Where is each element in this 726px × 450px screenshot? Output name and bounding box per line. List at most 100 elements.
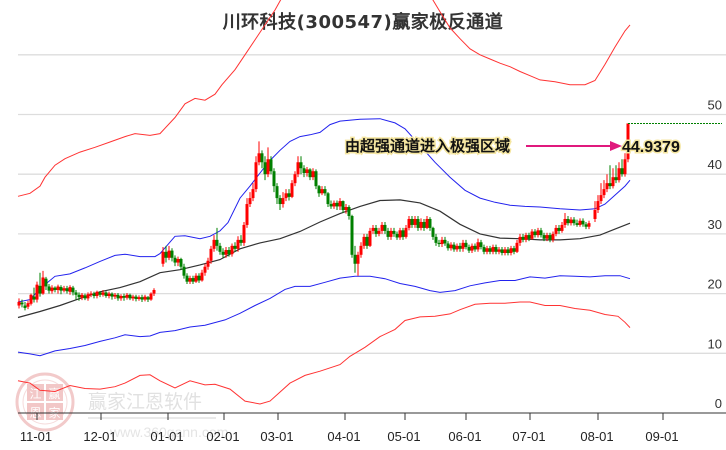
- candle: [365, 236, 369, 246]
- candle: [350, 215, 354, 255]
- candle: [50, 287, 54, 292]
- candle: [266, 159, 270, 175]
- x-tick-label: 11-01: [20, 429, 52, 444]
- candle: [23, 305, 27, 308]
- candle: [569, 219, 573, 224]
- candle: [32, 296, 36, 300]
- candle: [209, 248, 213, 261]
- chart-title: 川环科技(300547)赢家极反通道: [222, 12, 504, 33]
- candle: [587, 223, 591, 227]
- candle: [137, 297, 141, 299]
- candle: [458, 245, 462, 249]
- y-axis-labels: 0 10 20 30 40 50: [708, 98, 722, 412]
- band-inner_lower: [17, 275, 631, 357]
- candle: [239, 239, 243, 243]
- candle: [536, 230, 540, 236]
- candle: [257, 153, 261, 163]
- candle: [470, 245, 474, 251]
- y-tick-label: 50: [708, 98, 722, 113]
- candle: [404, 227, 408, 237]
- candle: [95, 291, 99, 296]
- candle: [56, 286, 60, 291]
- candle: [407, 218, 411, 228]
- candle: [362, 236, 366, 246]
- candle: [428, 218, 432, 228]
- band-outer_lower: [17, 301, 631, 405]
- candle: [302, 168, 306, 174]
- candle: [455, 245, 459, 250]
- candle: [191, 278, 195, 282]
- candle: [86, 294, 90, 299]
- candle: [389, 230, 393, 237]
- candle: [101, 292, 105, 295]
- candle: [335, 202, 339, 207]
- candle: [233, 245, 237, 249]
- candle: [563, 218, 567, 225]
- watermark-name: 赢家江恩软件: [88, 391, 202, 413]
- candle: [425, 218, 429, 228]
- candle: [347, 207, 351, 216]
- candle: [245, 204, 249, 225]
- candle: [380, 224, 384, 231]
- candle: [131, 296, 135, 299]
- candle: [143, 296, 147, 300]
- candle: [98, 292, 102, 295]
- x-tick-label: 06-01: [448, 429, 481, 444]
- candle: [146, 297, 150, 300]
- candle: [620, 168, 624, 175]
- candle: [206, 260, 210, 267]
- band-inner_upper: [17, 118, 631, 303]
- candle: [608, 183, 612, 187]
- candle: [482, 247, 486, 252]
- candle: [344, 207, 348, 211]
- candle: [467, 247, 471, 251]
- candle: [539, 230, 543, 236]
- candle: [383, 224, 387, 231]
- candle: [593, 210, 597, 219]
- candle: [164, 251, 168, 258]
- candle: [176, 258, 180, 263]
- candle: [125, 294, 129, 298]
- candle: [461, 242, 465, 249]
- candle: [299, 162, 303, 169]
- x-tick-label: 12-01: [83, 429, 116, 444]
- candle: [188, 278, 192, 282]
- candle: [494, 247, 498, 252]
- candle: [530, 231, 534, 239]
- candle: [359, 245, 363, 255]
- x-tick-label: 02-01: [206, 429, 239, 444]
- candle: [71, 287, 75, 293]
- candle: [542, 235, 546, 239]
- candle: [554, 227, 558, 234]
- candle: [614, 177, 618, 181]
- band-outer_upper: [17, 0, 631, 197]
- candle: [227, 250, 231, 255]
- y-tick-label: 0: [715, 396, 722, 411]
- candle: [410, 218, 414, 225]
- candle: [230, 245, 234, 255]
- candle: [80, 294, 84, 298]
- candle: [491, 247, 495, 252]
- x-axis-ticks: 11-01 12-01 01-01 02-01 03-01 04-01 05-01 06-01…: [20, 413, 679, 444]
- svg-text:江: 江: [29, 387, 41, 401]
- candle: [74, 292, 78, 295]
- candle: [623, 159, 627, 175]
- candle: [560, 224, 564, 231]
- candle: [395, 233, 399, 238]
- candle: [512, 248, 516, 252]
- candle: [557, 227, 561, 231]
- candle: [47, 286, 51, 291]
- candle: [221, 251, 225, 255]
- candle: [170, 250, 174, 258]
- candle: [485, 248, 489, 252]
- candle: [575, 223, 579, 225]
- candle: [161, 251, 165, 264]
- candle: [92, 293, 96, 296]
- candle: [392, 230, 396, 234]
- candle: [62, 288, 66, 291]
- candle: [503, 249, 507, 254]
- candle: [203, 266, 207, 273]
- candle: [242, 224, 246, 243]
- candle: [107, 293, 111, 296]
